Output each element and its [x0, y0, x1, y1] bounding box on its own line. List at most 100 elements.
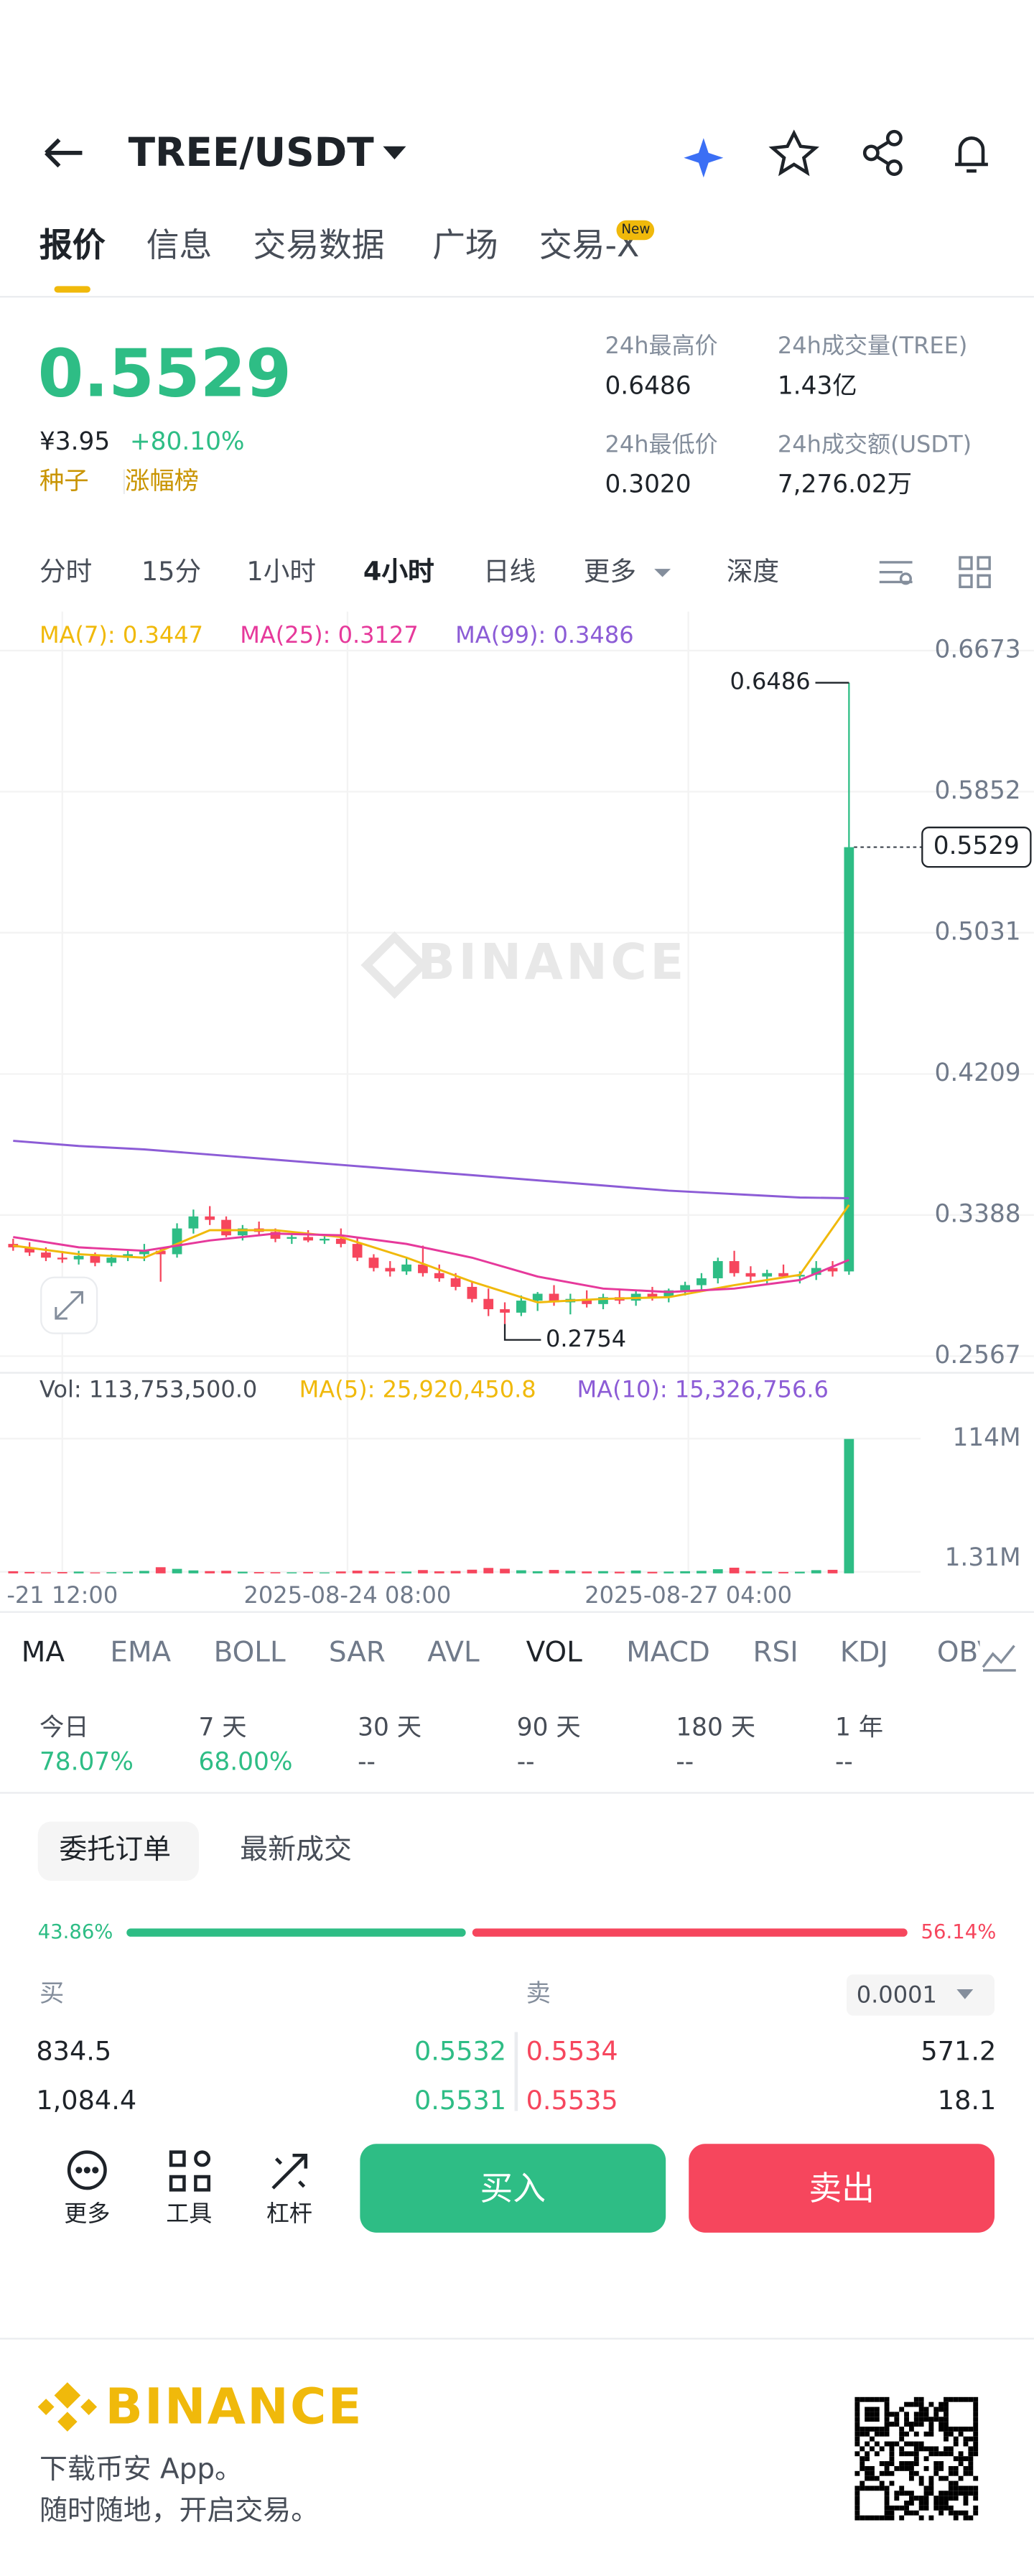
stat-label: 24h成交量(TREE): [777, 333, 968, 361]
qr-module: [944, 2501, 949, 2506]
interval[interactable]: 更多: [583, 555, 636, 587]
qr-module: [899, 2431, 905, 2437]
tool-label[interactable]: 更多: [64, 2201, 111, 2228]
interval[interactable]: 4小时: [363, 555, 434, 587]
indicator[interactable]: EMA: [110, 1636, 172, 1670]
indicator[interactable]: MACD: [626, 1636, 710, 1670]
step[interactable]: 0.0001: [856, 1982, 937, 2009]
qr-module: [884, 2407, 890, 2412]
indicator[interactable]: MA: [21, 1636, 65, 1670]
qr-module: [884, 2461, 890, 2466]
order-tab[interactable]: 最新成交: [240, 1833, 352, 1867]
qr-module: [889, 2461, 895, 2466]
qr-module: [958, 2486, 964, 2491]
volume-tick-label: 1.31M: [945, 1543, 1021, 1572]
volume-bar: [57, 1572, 67, 1573]
qr-module: [923, 2417, 929, 2422]
divider: [0, 2338, 1034, 2340]
tool-icons[interactable]: [67, 2150, 308, 2192]
star-icon[interactable]: [768, 129, 819, 177]
indicator[interactable]: OBV: [936, 1636, 980, 1670]
qr-module: [973, 2505, 979, 2511]
candle-body: [500, 1309, 510, 1313]
interval[interactable]: 15分: [141, 555, 202, 587]
qr-module: [968, 2465, 974, 2471]
tool-label[interactable]: 杠杆: [266, 2201, 312, 2228]
indicator[interactable]: KDJ: [839, 1636, 888, 1670]
sell-button[interactable]: [689, 2144, 995, 2233]
qr-module: [938, 2451, 944, 2457]
qr-module: [913, 2496, 919, 2501]
back-icon[interactable]: [45, 138, 83, 168]
more-caret[interactable]: [654, 569, 671, 577]
indicator[interactable]: BOLL: [213, 1636, 286, 1670]
buy-label[interactable]: 买入: [480, 2168, 546, 2208]
qr-module: [923, 2412, 929, 2417]
tab[interactable]: 广场: [432, 225, 498, 265]
indicator[interactable]: AVL: [427, 1636, 480, 1670]
tab-pill[interactable]: [37, 1821, 200, 1881]
qr-module: [854, 2427, 860, 2432]
tab[interactable]: 信息: [146, 225, 213, 265]
ai-icon[interactable]: [684, 138, 724, 178]
share-icon[interactable]: [862, 129, 903, 176]
qr-module: [904, 2501, 909, 2506]
qr-module: [958, 2427, 964, 2432]
qr-module: [938, 2461, 944, 2466]
volume-bar: [500, 1568, 510, 1573]
qr-module: [884, 2491, 890, 2496]
qr-module: [854, 2486, 860, 2491]
indicator[interactable]: RSI: [753, 1636, 798, 1670]
indicator[interactable]: VOL: [526, 1636, 582, 1670]
candle-body: [320, 1238, 330, 1241]
indicator[interactable]: SAR: [328, 1636, 386, 1670]
qr-module: [904, 2431, 909, 2437]
tool-label[interactable]: 工具: [166, 2201, 213, 2228]
settings-icon[interactable]: [879, 561, 913, 585]
qr-module: [865, 2407, 870, 2412]
interval[interactable]: 1小时: [246, 555, 316, 587]
pair-title[interactable]: TREE/USDT: [128, 129, 374, 176]
qr-module: [928, 2486, 934, 2491]
qr-module: [963, 2515, 969, 2521]
indicator-icon[interactable]: [0, 0, 1034, 1672]
interval[interactable]: 日线: [483, 555, 536, 587]
pair-caret[interactable]: [383, 146, 406, 160]
qr-module: [953, 2480, 959, 2486]
footer-logo-icon: [37, 2382, 98, 2432]
qr-module: [854, 2515, 860, 2521]
step-box[interactable]: [846, 1974, 995, 2016]
candle-body: [205, 1216, 215, 1220]
tab[interactable]: 交易数据: [253, 225, 385, 265]
volume-legend: Vol: 113,753,500.0: [39, 1376, 257, 1403]
qr-module: [963, 2427, 969, 2432]
bell-icon[interactable]: [955, 136, 988, 173]
buy-button[interactable]: [360, 2144, 666, 2233]
sell-label[interactable]: 卖出: [809, 2168, 875, 2208]
qr-module: [870, 2475, 875, 2481]
qr-module: [904, 2451, 909, 2457]
interval[interactable]: 深度: [726, 555, 780, 587]
ask-price: 0.5534: [526, 2035, 618, 2067]
candle-body: [811, 1268, 821, 1275]
candle-body: [582, 1298, 592, 1304]
qr-module: [899, 2451, 905, 2457]
qr-module: [894, 2505, 900, 2511]
order-tab[interactable]: 委托订单: [59, 1833, 172, 1867]
tag[interactable]: 涨幅榜: [123, 468, 199, 494]
qr-module: [963, 2470, 969, 2476]
qr-module: [860, 2456, 865, 2462]
layout-icon[interactable]: [959, 556, 991, 588]
candle-body: [335, 1238, 346, 1245]
tab[interactable]: 报价: [39, 225, 106, 265]
qr-module: [968, 2396, 974, 2402]
qr-module: [894, 2412, 900, 2417]
qr-module: [944, 2412, 949, 2417]
qr-module: [904, 2491, 909, 2496]
interval[interactable]: 分时: [39, 555, 93, 587]
qr-module: [899, 2505, 905, 2511]
tag[interactable]: 种子: [39, 466, 89, 496]
step-caret[interactable]: [956, 1989, 974, 1999]
bid-qty: 1,084.4: [36, 2084, 137, 2116]
qr-module: [933, 2505, 939, 2511]
